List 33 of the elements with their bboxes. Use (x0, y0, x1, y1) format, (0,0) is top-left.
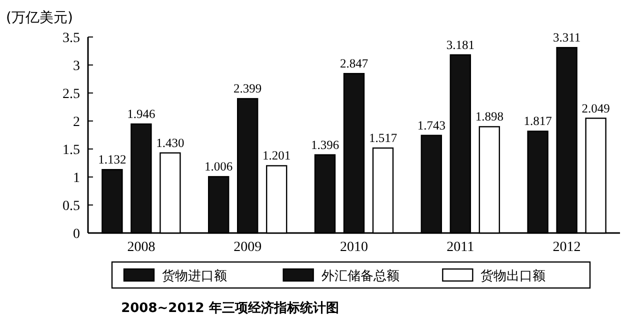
y-tick-label: 2.5 (62, 87, 80, 102)
x-tick-label: 2012 (552, 240, 581, 255)
text: 2.049 (582, 101, 610, 116)
y-tick-label: 1 (73, 171, 80, 186)
x-tick-label: 2008 (127, 240, 156, 255)
text: 1.006 (204, 160, 233, 174)
text: 3.181 (446, 38, 474, 52)
text: 1.430 (156, 136, 184, 150)
legend-label: 货物进口额 (162, 269, 227, 284)
y-tick-label: 3 (73, 59, 80, 74)
y-tick-label: 0.5 (62, 199, 80, 214)
legend-label: 货物出口额 (480, 269, 546, 284)
text: 1.898 (475, 110, 504, 124)
y-tick-label: 2 (73, 115, 80, 130)
text: 1.396 (310, 138, 340, 152)
text: 1.946 (127, 107, 156, 122)
text: 1.743 (417, 118, 446, 132)
x-tick-label: 2011 (446, 240, 474, 255)
x-tick-label: 2010 (340, 240, 368, 255)
text: 2008~2012 年三项经济指标统计图 (121, 300, 339, 316)
text: 2.399 (234, 82, 262, 96)
y-tick-label: 3.5 (62, 31, 80, 46)
text: 1.132 (98, 152, 126, 167)
text: 1.817 (524, 114, 552, 128)
text: 3.311 (552, 30, 581, 45)
y-axis-title: (万亿美元) (6, 10, 73, 26)
text: 2.847 (340, 56, 368, 71)
text: 1.201 (262, 148, 291, 163)
x-tick-label: 2009 (234, 240, 262, 255)
y-tick-label: 0 (73, 227, 80, 242)
legend-label: 外汇储备总额 (321, 269, 400, 284)
y-tick-label: 1.5 (62, 143, 80, 158)
text: 1.517 (368, 131, 398, 146)
